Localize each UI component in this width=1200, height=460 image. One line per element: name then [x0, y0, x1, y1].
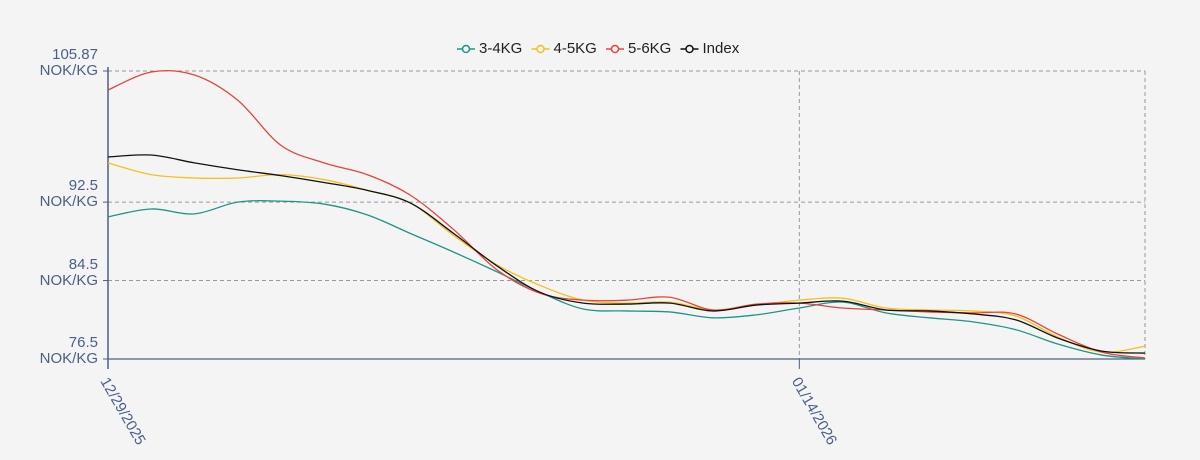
legend-marker	[461, 44, 471, 54]
legend-item: Index	[680, 40, 740, 57]
legend-marker	[610, 44, 620, 54]
y-tick-label: 84.5 NOK/KG	[39, 255, 98, 289]
legend-label: 3-4KG	[479, 40, 522, 57]
legend-label: Index	[703, 40, 740, 57]
legend-item: 4-5KG	[531, 40, 597, 57]
legend-item: 5-6KG	[606, 40, 671, 57]
series-line	[107, 162, 1146, 353]
x-tick-label: 01/14/2026	[788, 375, 840, 449]
series-line	[107, 200, 1146, 360]
series-line	[107, 154, 1146, 354]
legend-marker	[685, 44, 694, 54]
legend-label: 4-5KG	[554, 40, 597, 57]
legend-item: 3-4KG	[457, 40, 522, 57]
legend-label: 5-6KG	[628, 40, 671, 57]
series-line	[107, 69, 1146, 359]
y-tick-label: 76.5 NOK/KG	[39, 334, 98, 367]
y-tick-label: 105.87 NOK/KG	[39, 46, 98, 79]
x-tick-label: 12/29/2025	[97, 375, 149, 449]
legend-marker	[536, 44, 545, 54]
y-tick-label: 92.5 NOK/KG	[39, 177, 98, 211]
